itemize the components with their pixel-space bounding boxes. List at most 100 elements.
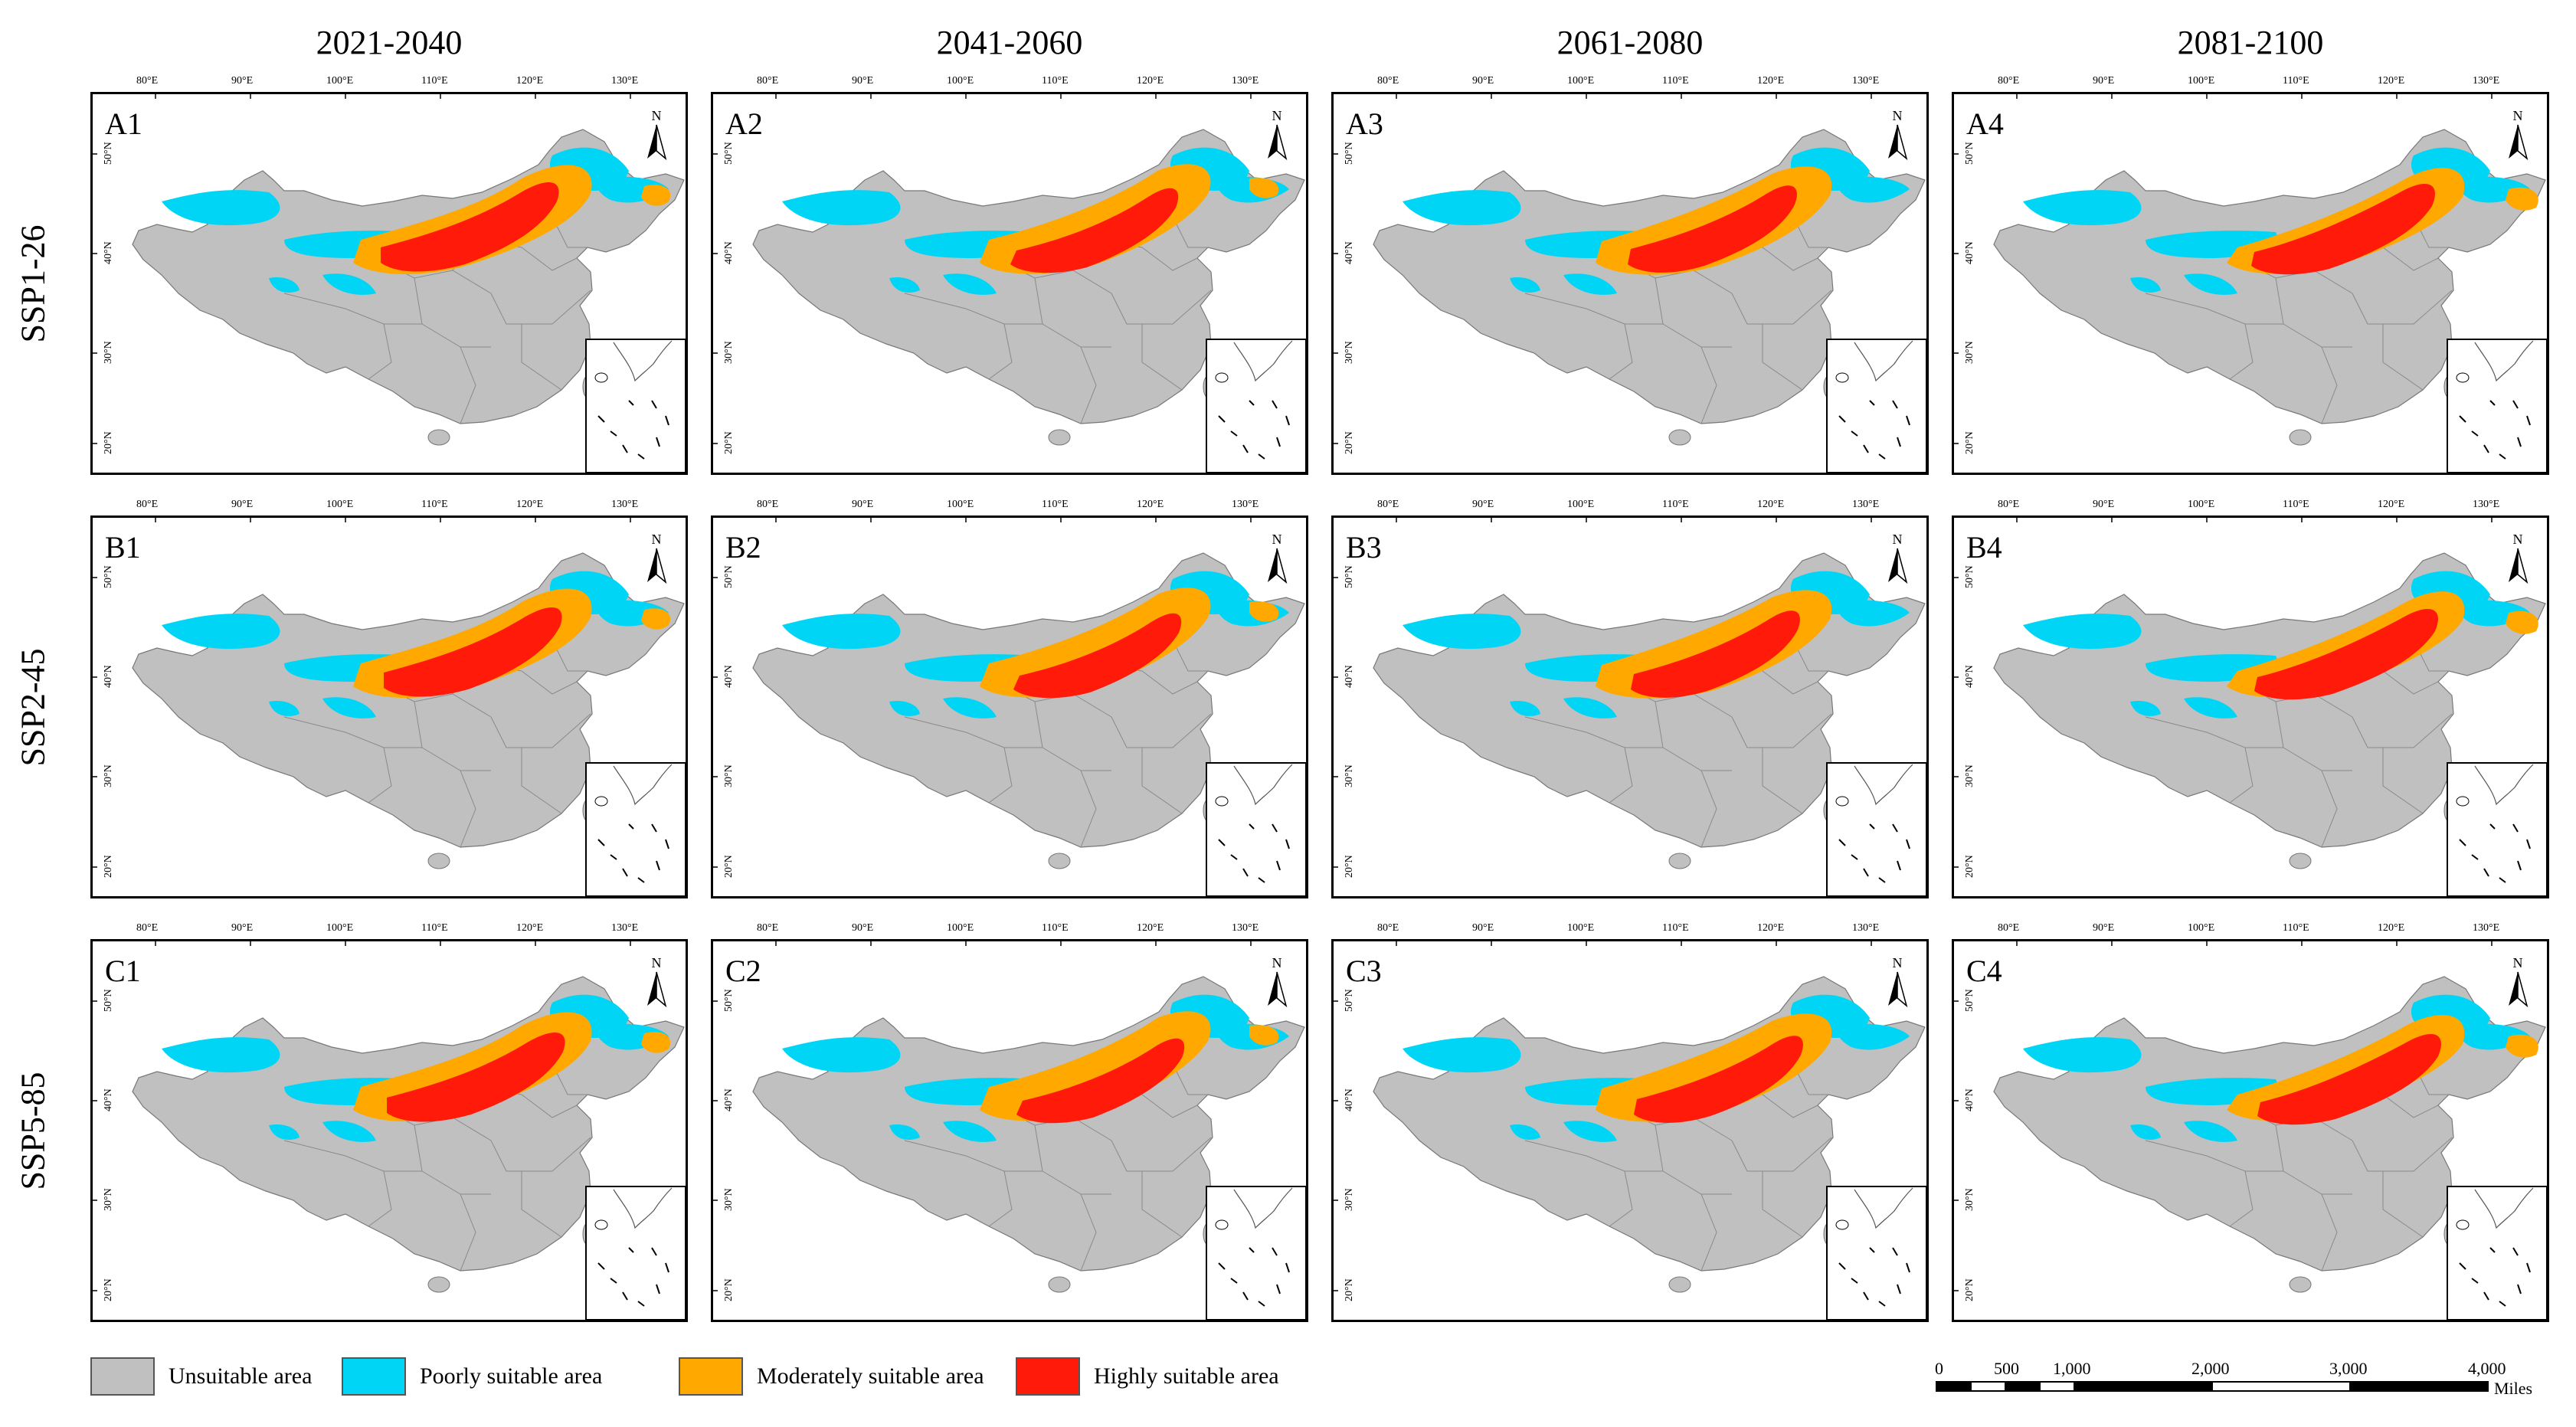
row-label-ssp2-45: SSP2-45 (14, 647, 52, 767)
lon-tick-label: 120°E (1137, 922, 1164, 934)
north-arrow-icon: N (2509, 108, 2529, 161)
map-panel-a4: 50°N 40°N 30°N 20°N A4 N (1952, 92, 2549, 475)
lat-tick-label: 50°N (1344, 565, 1355, 588)
north-arrow-icon: N (647, 955, 667, 1008)
scale-tick-2000: 2,000 (2191, 1359, 2230, 1378)
panel-label: B1 (105, 530, 141, 565)
highly-suitable-layer (1016, 1038, 1185, 1124)
lat-tick-label: 40°N (1344, 241, 1355, 264)
lon-tick-label: 130°E (2473, 75, 2500, 87)
lon-tick-label: 110°E (421, 499, 448, 510)
highly-suitable-layer (387, 1033, 565, 1122)
lon-tick-label: 90°E (231, 922, 254, 934)
north-arrow-icon: N (1268, 532, 1288, 584)
highly-suitable-layer (2251, 183, 2435, 275)
lat-tick-label: 20°N (1344, 1278, 1355, 1301)
lon-tick-label: 120°E (516, 499, 544, 510)
scale-bar: 0 500 1,000 2,000 3,000 4,000 Miles (1935, 1359, 2532, 1398)
lon-tick-label: 130°E (1232, 922, 1259, 934)
lon-tick-label: 120°E (1757, 922, 1785, 934)
lon-tick-label: 90°E (2093, 75, 2115, 87)
lon-tick-label: 80°E (136, 499, 159, 510)
lat-tick-label: 40°N (103, 1088, 114, 1111)
lon-tick-label: 120°E (2378, 922, 2405, 934)
svg-text:N: N (2513, 532, 2523, 547)
panel-label: A2 (725, 106, 763, 141)
moderately-suitable-layer (2227, 1015, 2538, 1121)
lat-tick-label: 30°N (103, 764, 114, 787)
lat-tick-label: 20°N (723, 431, 735, 454)
lat-tick-label: 50°N (103, 565, 114, 588)
south-china-sea-inset (1826, 339, 1926, 473)
hainan-island (1048, 853, 1071, 869)
map-panel-b1: 50°N 40°N 30°N 20°N B1 N (90, 515, 688, 898)
lon-tick-label: 80°E (1377, 75, 1399, 87)
lon-tick-label: 120°E (2378, 75, 2405, 87)
lat-tick-label: 40°N (103, 241, 114, 264)
lon-tick-label: 110°E (2283, 922, 2309, 934)
lon-tick-label: 80°E (1998, 499, 2020, 510)
hainan-island (427, 429, 450, 446)
lat-tick-label: 50°N (1344, 142, 1355, 165)
lon-tick-label: 90°E (1472, 499, 1494, 510)
lat-tick-label: 50°N (723, 565, 735, 588)
highly-suitable-layer (384, 607, 562, 697)
highly-suitable-layer (1010, 188, 1179, 273)
south-china-sea-inset (1206, 339, 1306, 473)
hainan-island (1668, 1276, 1691, 1293)
legend-item-highly-suitable: Highly suitable area (1016, 1353, 1279, 1399)
poorly-suitable-layer (1403, 147, 1910, 295)
lon-tick-label: 120°E (1757, 75, 1785, 87)
south-china-sea-inset (2447, 1186, 2547, 1320)
lon-tick-label: 130°E (1852, 499, 1880, 510)
column-title-2081-2100: 2081-2100 (2177, 24, 2324, 61)
south-china-sea-inset (1206, 762, 1306, 896)
highly-suitable-layer (1628, 185, 1797, 273)
panel-label: A4 (1966, 106, 2004, 141)
legend-label-moderately-suitable: Moderately suitable area (757, 1363, 984, 1389)
north-arrow-icon: N (1888, 955, 1908, 1008)
lat-tick-label: 30°N (1964, 341, 1975, 364)
north-arrow-icon: N (2509, 532, 2529, 584)
svg-text:N: N (1272, 955, 1282, 970)
lon-tick-label: 100°E (1567, 75, 1595, 87)
lon-tick-label: 80°E (757, 75, 779, 87)
map-panel-c1: 50°N 40°N 30°N 20°N C1 N (90, 939, 688, 1322)
hainan-island (2289, 429, 2312, 446)
lon-tick-label: 130°E (611, 499, 639, 510)
lon-tick-label: 110°E (421, 75, 448, 87)
panel-label: B4 (1966, 530, 2002, 565)
lat-tick-label: 40°N (1964, 241, 1975, 264)
lat-tick-label: 40°N (1344, 665, 1355, 688)
lon-tick-label: 130°E (1852, 75, 1880, 87)
map-svg: 50°N 40°N 30°N 20°N C1 N (93, 941, 686, 1320)
moderately-suitable-layer (980, 587, 1279, 698)
lat-tick-label: 50°N (103, 989, 114, 1012)
map-svg: 50°N 40°N 30°N 20°N A2 N (713, 94, 1306, 473)
lat-tick-label: 50°N (723, 142, 735, 165)
lon-tick-label: 120°E (516, 922, 544, 934)
map-panel-a1: 50°N 40°N 30°N 20°N A1 N (90, 92, 688, 475)
lon-tick-label: 90°E (231, 499, 254, 510)
hainan-island (2289, 853, 2312, 869)
lat-tick-label: 50°N (1964, 142, 1975, 165)
hainan-island (1048, 1276, 1071, 1293)
legend-label-unsuitable: Unsuitable area (169, 1363, 313, 1389)
lat-tick-label: 30°N (103, 341, 114, 364)
lon-tick-label: 80°E (757, 922, 779, 934)
lon-tick-label: 100°E (326, 499, 354, 510)
lon-tick-label: 100°E (2188, 75, 2215, 87)
lon-tick-label: 110°E (421, 922, 448, 934)
lat-tick-label: 20°N (103, 431, 114, 454)
legend-swatch-moderately-suitable (679, 1357, 743, 1396)
lon-tick-label: 130°E (1852, 922, 1880, 934)
lon-tick-label: 80°E (136, 922, 159, 934)
lon-tick-label: 80°E (136, 75, 159, 87)
legend-label-poorly-suitable: Poorly suitable area (420, 1363, 603, 1389)
legend-swatch-unsuitable (90, 1357, 155, 1396)
lon-tick-label: 120°E (1757, 499, 1785, 510)
map-panel-a2: 50°N 40°N 30°N 20°N A2 N (711, 92, 1308, 475)
lon-tick-label: 110°E (1042, 75, 1069, 87)
north-arrow-icon: N (1268, 108, 1288, 161)
north-arrow-icon: N (1888, 532, 1908, 584)
